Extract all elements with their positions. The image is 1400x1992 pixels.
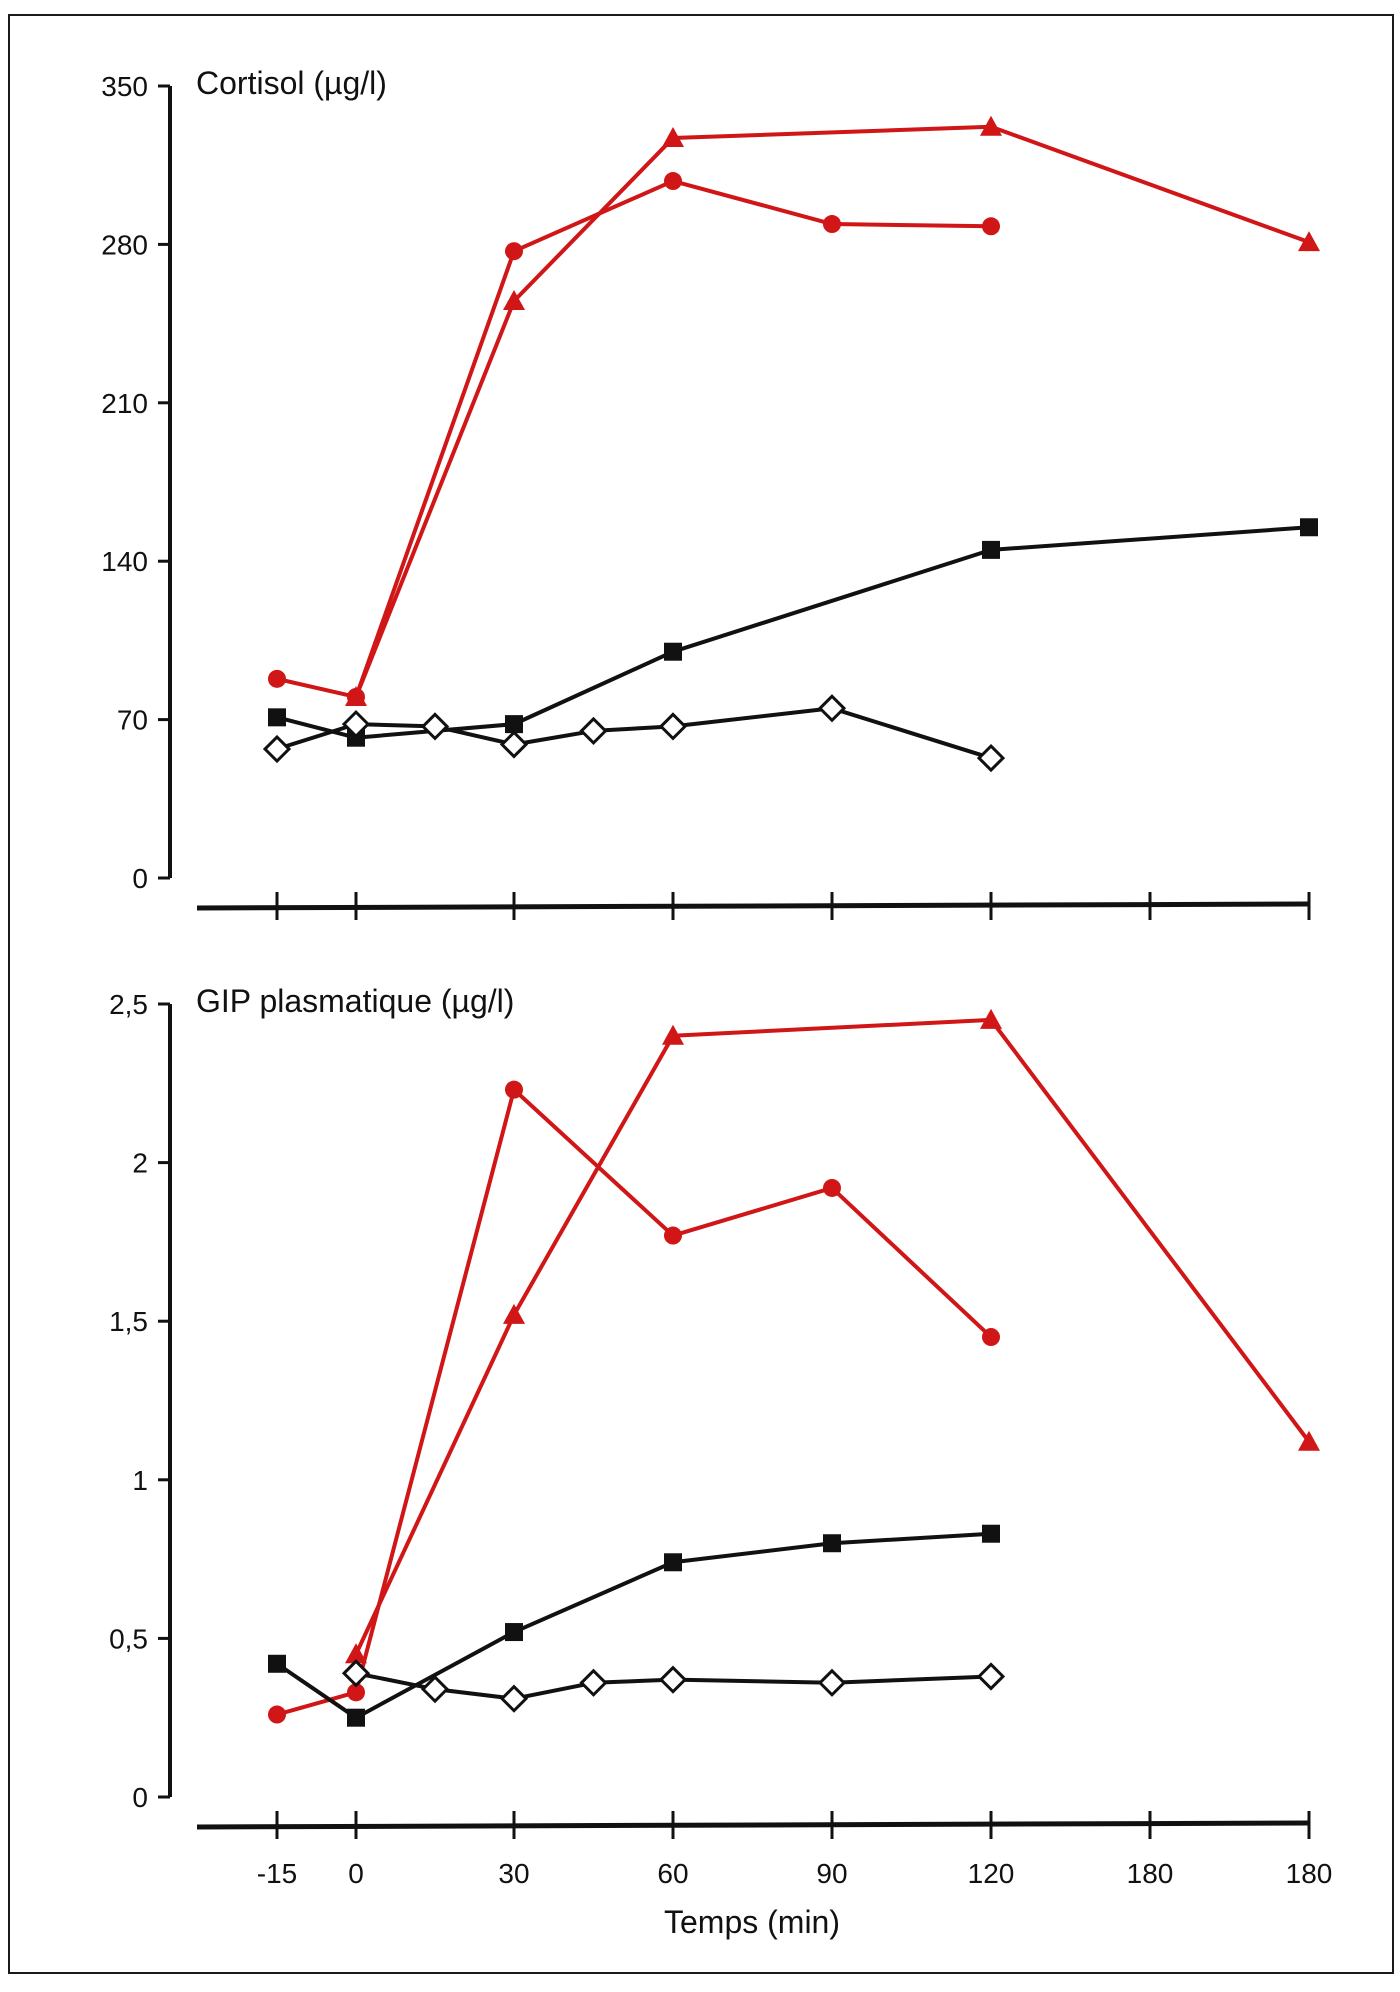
data-point-diamond — [499, 730, 529, 759]
data-point-square — [268, 1654, 286, 1673]
data-point-diamond — [817, 1668, 847, 1697]
data-point-square — [982, 1524, 1000, 1543]
y-tick-label: 350 — [101, 71, 148, 102]
data-point-diamond — [579, 1668, 608, 1697]
data-point-triangle — [503, 1303, 525, 1324]
data-point-square — [664, 1553, 682, 1572]
data-point-square — [664, 642, 682, 661]
series-line-triangle — [354, 1017, 1311, 1656]
y-tick-label: 1,5 — [109, 1306, 148, 1337]
y-tick-label: 0,5 — [109, 1623, 148, 1654]
y-tick-label: 140 — [101, 546, 148, 577]
data-point-circle — [505, 1080, 523, 1099]
y-tick-label: 70 — [117, 705, 148, 736]
data-point-diamond — [817, 694, 847, 723]
series-line-circle — [276, 179, 992, 699]
data-point-diamond — [579, 716, 608, 746]
x-tick-label: 120 — [968, 1858, 1015, 1889]
data-point-circle — [664, 1226, 682, 1245]
data-point-triangle — [1298, 1430, 1320, 1451]
data-point-square — [505, 715, 523, 734]
data-point-triangle — [503, 289, 525, 310]
data-point-triangle — [345, 1643, 367, 1664]
data-point-circle — [982, 1328, 1000, 1347]
x-tick-label: -15 — [257, 1858, 297, 1889]
series-line-square — [276, 525, 1310, 740]
x-tick-label: 180 — [1127, 1858, 1174, 1889]
data-point-diamond — [341, 1659, 371, 1688]
data-point-circle — [505, 242, 523, 261]
data-point-triangle — [980, 1008, 1002, 1029]
data-point-triangle — [662, 1024, 684, 1045]
y-tick-label: 2,5 — [109, 989, 148, 1020]
panel-cortisol: 350 280 210 140 70 0 Cortisol (µg/l) — [101, 65, 1320, 920]
y-tick-label: 0 — [132, 1782, 148, 1813]
x-axis-line — [196, 1820, 1310, 1830]
y-tick-label: 0 — [132, 863, 148, 894]
x-axis-line — [196, 901, 1310, 911]
x-axis-title: Temps (min) — [664, 1904, 840, 1940]
x-tick-label: 60 — [657, 1858, 688, 1889]
data-point-diamond — [658, 1665, 688, 1694]
y-tick-label: 2 — [132, 1148, 148, 1179]
data-point-diamond — [976, 1662, 1006, 1691]
data-point-diamond — [341, 710, 371, 739]
data-point-diamond — [262, 734, 292, 764]
data-point-circle — [268, 669, 286, 688]
y-tick-label: 1 — [132, 1465, 148, 1496]
data-point-circle — [268, 1705, 286, 1724]
data-point-diamond — [420, 1675, 450, 1704]
data-point-triangle — [662, 127, 684, 148]
y-tick-label: 280 — [101, 229, 148, 260]
data-point-circle — [664, 172, 682, 191]
data-point-diamond — [658, 712, 688, 741]
series-line-triangle — [354, 124, 1310, 698]
x-tick-label: 30 — [498, 1858, 529, 1889]
data-point-square — [982, 540, 1000, 559]
data-point-diamond — [499, 1684, 529, 1713]
data-point-square — [823, 1534, 841, 1553]
y-axis-title: GIP plasmatique (µg/l) — [196, 983, 514, 1019]
panel-gip: 2,5 2 1,5 1 0,5 0 GIP plasmatique (µg/l) -15 0 30… — [109, 983, 1332, 1940]
data-point-triangle — [980, 115, 1002, 136]
data-point-triangle — [345, 685, 367, 706]
data-point-diamond — [420, 712, 450, 741]
series-line-diamond — [276, 706, 992, 760]
figure-frame — [8, 14, 1394, 1974]
x-tick-label: 90 — [816, 1858, 847, 1889]
x-tick-label: 180 — [1286, 1858, 1333, 1889]
y-tick-label: 210 — [101, 388, 148, 419]
data-point-square — [347, 1708, 365, 1727]
data-point-diamond — [976, 743, 1006, 773]
data-point-square — [1300, 518, 1318, 537]
y-axis-title: Cortisol (µg/l) — [196, 65, 387, 101]
data-point-circle — [823, 1178, 841, 1197]
series-line-circle — [276, 1087, 993, 1717]
series-line-square — [275, 1531, 992, 1720]
data-point-triangle — [1298, 231, 1320, 252]
data-point-circle — [823, 215, 841, 234]
data-point-square — [268, 708, 286, 727]
data-point-circle — [982, 217, 1000, 236]
x-tick-label: 0 — [348, 1858, 364, 1889]
data-point-square — [505, 1623, 523, 1642]
data-point-circle — [347, 1683, 365, 1702]
